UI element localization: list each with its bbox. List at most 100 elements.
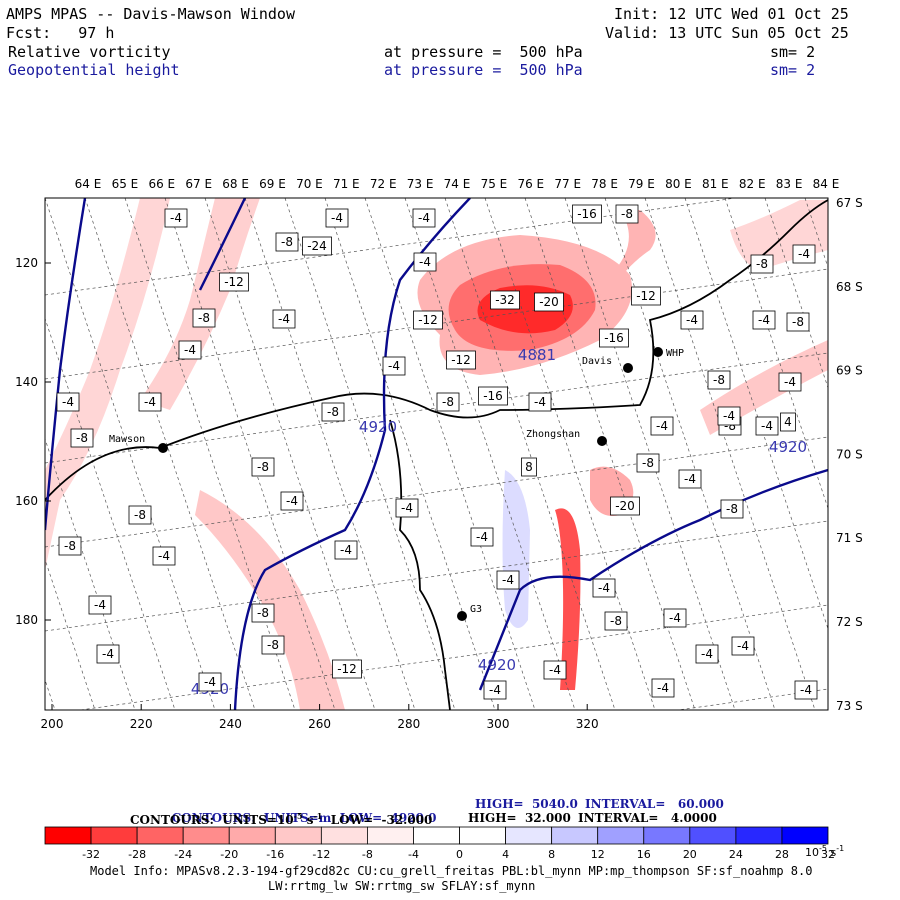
colorbar-tick-label: -12 [312,848,330,861]
vorticity-label-box [272,309,296,329]
vorticity-label-text: -4 [686,313,698,327]
vorticity-label-box [436,392,460,412]
vorticity-label-box [325,208,349,228]
height-contour-label: 4920 [359,418,397,436]
vorticity-label-box [636,453,660,473]
vorticity-label-box [152,546,176,566]
vorticity-label: -8 [275,232,299,252]
lat-label: 72 S [836,615,863,629]
colorbar-tick-label: 12 [591,848,605,861]
colorbar-box [781,826,829,845]
vorticity-label-box [395,498,419,518]
vorticity-label: -4 [528,392,552,412]
vorticity-label-text: -8 [756,257,768,271]
lon-label: 81 E [702,177,729,191]
vorticity-label: -8 [192,308,216,328]
vorticity-label-text: -4 [419,255,431,269]
vorticity-label: -4 [325,208,349,228]
vorticity-label-text: -12 [451,353,471,367]
lon-label: 76 E [517,177,544,191]
colorbar-tick-label: 4 [502,848,509,861]
vorticity-label-text: -24 [307,239,327,253]
vorticity-label-text: -4 [598,581,610,595]
coastline [45,199,828,501]
vorticity-labels: -4 -4 -4 -8 -16 -12 -8 -24 -4 -12 -32 -20 -12 -8 -16 -4… [56,204,818,700]
vorticity-label: -4 [752,310,776,330]
vorticity-label-text: -4 [549,663,561,677]
meridian-line [0,198,15,710]
vorticity-label-text: -12 [224,275,244,289]
vorticity-label-box [496,570,520,590]
vorticity-label-box [755,416,779,436]
vorticity-label-text: -4 [534,395,546,409]
colorbar-boxes [44,826,829,845]
vorticity-label-box [521,457,537,477]
vorticity-label: -12 [413,310,443,330]
vort-contour-high: HIGH= 32.000 [468,811,571,825]
colorbar-tick-label: -32 [82,848,100,861]
colorbar-box [182,826,230,845]
vorticity-label-box [334,540,358,560]
vorticity-label: -4 [543,660,567,680]
vorticity-label-box [478,386,508,406]
vorticity-label-text: -8 [327,405,339,419]
colorbar-box [274,826,322,845]
colorbar-box [367,826,414,845]
station-label: WHP [666,348,684,359]
vorticity-label-box [731,636,755,656]
vorticity-label: -4 [470,527,494,547]
vorticity-label: -4 [792,244,816,264]
vorticity-label-box [70,428,94,448]
x-tick-label: 220 [130,717,153,730]
lon-label: 84 E [813,177,840,191]
vorticity-label-text: -4 [102,647,114,661]
colorbar-tick-label: 8 [548,848,555,861]
colorbar-tick-label: 20 [683,848,697,861]
vorticity-label-text: -8 [642,456,654,470]
vorticity-label-box [572,204,602,224]
vorticity-label: -12 [219,272,249,292]
colorbar-tick-label: 32 [821,848,835,861]
vorticity-label-text: -8 [257,460,269,474]
vorticity-label: -4 [413,252,437,272]
forecast-hour: Fcst: 97 h [6,24,115,42]
vorticity-label: -4 [152,546,176,566]
vorticity-label-box [720,499,744,519]
vorticity-label-box [528,392,552,412]
lon-label: 77 E [554,177,581,191]
vorticity-label-box [792,244,816,264]
lat-label: 68 S [836,280,863,294]
vorticity-label: -20 [610,496,640,516]
vorticity-label-text: -16 [483,389,503,403]
vorticity-label-text: -8 [726,502,738,516]
vorticity-label-box [534,292,564,312]
vorticity-label-box [599,328,629,348]
vorticity-label: -4 [650,416,674,436]
station-label: Mawson [109,434,145,445]
vorticity-label-box [251,603,275,623]
station-dot [623,363,633,373]
vorticity-label-box [261,635,285,655]
meridian-line [885,198,900,710]
vorticity-label-text: -4 [684,472,696,486]
height-contour-info: CONTOURS: UNITS=m LOW= 4920.0 [155,797,437,839]
vorticity-label-box [615,204,639,224]
vort-contour-low: LOW= -32.000 [322,813,433,827]
colorbar-tick-label: 16 [637,848,651,861]
map-panel [0,198,900,710]
vorticity-label-box [610,496,640,516]
vorticity-label-text: -12 [636,289,656,303]
vorticity-label-box [663,608,687,628]
colorbar-tick-label: 24 [729,848,743,861]
model-info-line2: LW:rrtmg_lw SW:rrtmg_sw SFLAY:sf_mynn [268,879,536,893]
lon-label: 70 E [296,177,323,191]
vorticity-label-text: -32 [495,293,515,307]
vorticity-label: -4 [483,680,507,700]
vorticity-label-text: -8 [134,508,146,522]
colorbar-tick-label: -20 [220,848,238,861]
vort-contour-units: CONTOURS: UNITS=10 [130,813,294,827]
vorticity-label-box [650,416,674,436]
vorticity-label-box [198,672,222,692]
vorticity-label-box [275,232,299,252]
